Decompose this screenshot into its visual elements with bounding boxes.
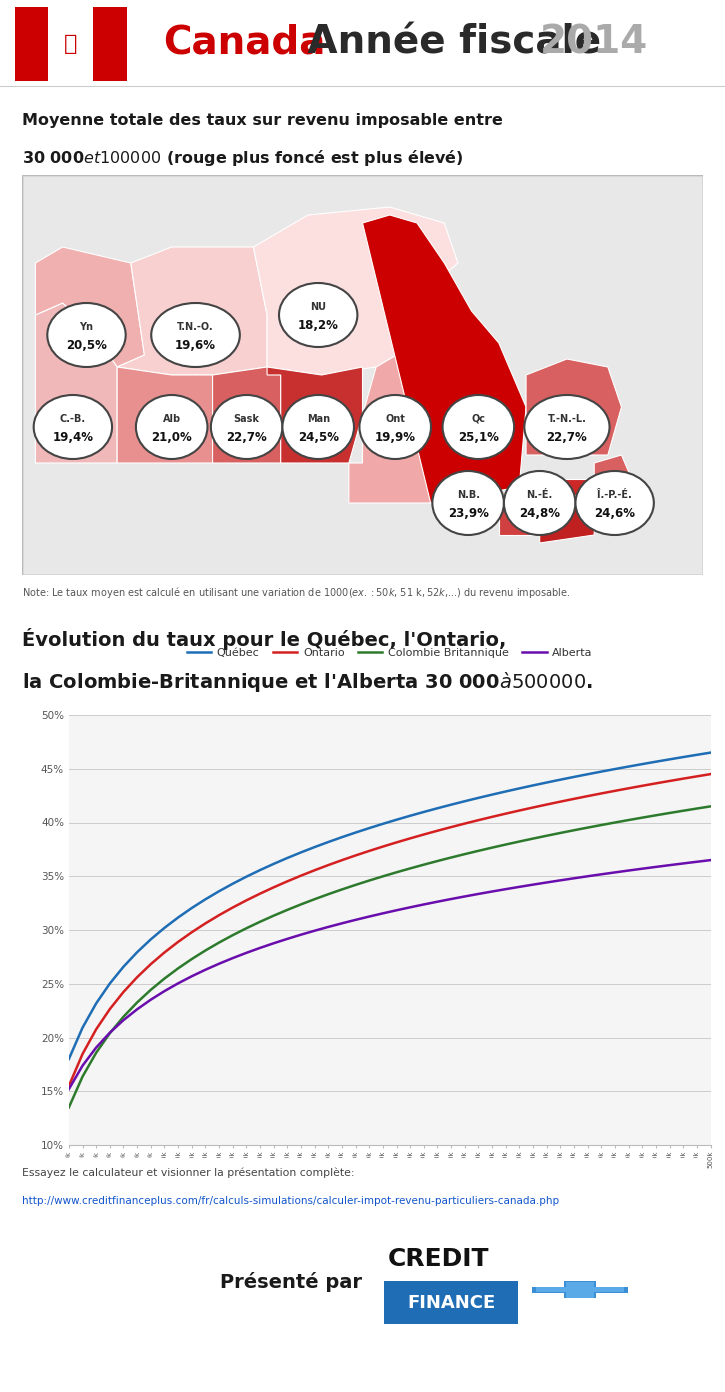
Polygon shape: [526, 359, 621, 455]
Ellipse shape: [279, 283, 357, 347]
Bar: [532, 1288, 628, 1293]
Text: N.-É.: N.-É.: [526, 490, 553, 500]
Ellipse shape: [524, 395, 610, 459]
Polygon shape: [362, 214, 526, 503]
Text: 30 000$ et 100 000$ (rouge plus foncé est plus élevé): 30 000$ et 100 000$ (rouge plus foncé es…: [22, 148, 463, 167]
Polygon shape: [36, 303, 117, 464]
Text: Canada: Canada: [163, 24, 326, 61]
Ellipse shape: [504, 470, 576, 535]
Polygon shape: [212, 367, 281, 464]
Text: 25,1%: 25,1%: [458, 430, 499, 444]
Text: Évolution du taux pour le Québec, l'Ontario,: Évolution du taux pour le Québec, l'Onta…: [22, 628, 506, 650]
Text: Qc: Qc: [471, 413, 485, 423]
Text: 2014: 2014: [540, 24, 648, 61]
Bar: [566, 1282, 594, 1297]
Text: la Colombie-Britannique et l'Alberta 30 000$ à 500 000$.: la Colombie-Britannique et l'Alberta 30 …: [22, 670, 592, 695]
Ellipse shape: [136, 395, 207, 459]
Text: Sask: Sask: [233, 413, 260, 423]
Text: 24,5%: 24,5%: [298, 430, 339, 444]
Text: 21,0%: 21,0%: [152, 430, 192, 444]
Polygon shape: [499, 496, 539, 535]
Text: Ont: Ont: [385, 413, 405, 423]
Bar: [93, 7, 127, 81]
Bar: [564, 1281, 596, 1299]
Text: FINANCE: FINANCE: [407, 1293, 495, 1311]
Ellipse shape: [152, 303, 240, 367]
Text: 22,7%: 22,7%: [226, 430, 267, 444]
Text: Note: Le taux moyen est calculé en utilisant une variation de 1000$ (ex.: 50 k$,: Note: Le taux moyen est calculé en utili…: [22, 586, 571, 600]
Text: N.B.: N.B.: [457, 490, 480, 500]
Text: 🍁: 🍁: [64, 33, 78, 54]
Text: NU: NU: [310, 302, 326, 312]
Text: Année fiscale: Année fiscale: [294, 24, 614, 61]
Polygon shape: [553, 479, 587, 496]
Text: CREDIT: CREDIT: [388, 1247, 489, 1271]
Bar: [48, 7, 93, 81]
Text: Présenté par: Présenté par: [220, 1272, 362, 1292]
Text: http://www.creditfinanceplus.com/fr/calculs-simulations/calculer-impot-revenu-pa: http://www.creditfinanceplus.com/fr/calc…: [22, 1196, 559, 1207]
Polygon shape: [117, 246, 267, 374]
Text: Yn: Yn: [80, 322, 94, 331]
Polygon shape: [539, 503, 594, 543]
Text: 22,7%: 22,7%: [547, 430, 587, 444]
Polygon shape: [594, 455, 635, 496]
Polygon shape: [254, 207, 458, 374]
Text: Alb: Alb: [162, 413, 181, 423]
Text: T.N.-O.: T.N.-O.: [177, 322, 214, 331]
Text: Essayez le calculateur et visionner la présentation complète:: Essayez le calculateur et visionner la p…: [22, 1168, 355, 1178]
Text: 20,5%: 20,5%: [66, 338, 107, 352]
Legend: Québec, Ontario, Colombie Britannique, Alberta: Québec, Ontario, Colombie Britannique, A…: [183, 643, 597, 663]
Polygon shape: [117, 367, 212, 464]
X-axis label: Revenu imposable: Revenu imposable: [335, 1199, 444, 1212]
Polygon shape: [267, 367, 362, 464]
Bar: [536, 1288, 624, 1292]
Text: 24,8%: 24,8%: [519, 507, 560, 519]
Text: 24,6%: 24,6%: [594, 507, 635, 519]
FancyBboxPatch shape: [384, 1282, 518, 1324]
Text: Î.-P.-É.: Î.-P.-É.: [597, 490, 632, 500]
Text: 18,2%: 18,2%: [298, 319, 339, 331]
Ellipse shape: [283, 395, 354, 459]
Ellipse shape: [360, 395, 431, 459]
Ellipse shape: [47, 303, 125, 367]
Ellipse shape: [211, 395, 283, 459]
Text: 19,6%: 19,6%: [175, 338, 216, 352]
Ellipse shape: [442, 395, 514, 459]
Text: Moyenne totale des taux sur revenu imposable entre: Moyenne totale des taux sur revenu impos…: [22, 113, 502, 128]
Ellipse shape: [576, 470, 654, 535]
Ellipse shape: [33, 395, 112, 459]
Text: 23,9%: 23,9%: [448, 507, 489, 519]
Text: C.-B.: C.-B.: [59, 413, 86, 423]
Text: 19,4%: 19,4%: [52, 430, 94, 444]
Polygon shape: [349, 342, 444, 503]
Text: T.-N.-L.: T.-N.-L.: [547, 413, 587, 423]
Polygon shape: [36, 246, 144, 367]
Text: 19,9%: 19,9%: [375, 430, 415, 444]
Ellipse shape: [432, 470, 504, 535]
Bar: [14, 7, 48, 81]
Text: Man: Man: [307, 413, 330, 423]
